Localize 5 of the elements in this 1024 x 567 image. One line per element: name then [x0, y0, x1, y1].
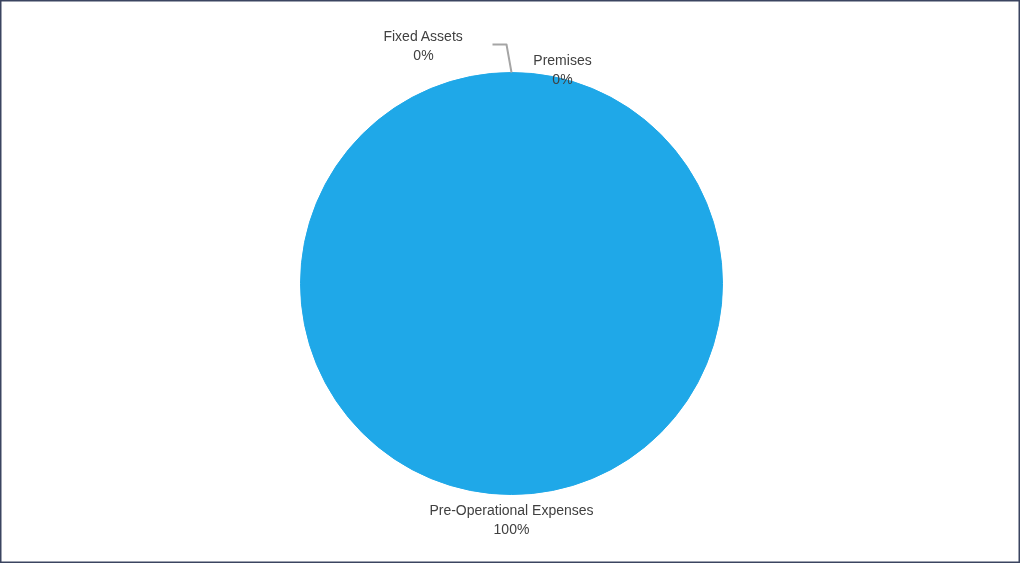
slice-label: Pre-Operational Expenses — [429, 501, 594, 518]
category-label: Fixed Assets — [383, 27, 463, 44]
text: 0% — [413, 47, 434, 64]
data-label: 100% — [493, 521, 530, 538]
legend-label: Premises — [533, 51, 592, 68]
